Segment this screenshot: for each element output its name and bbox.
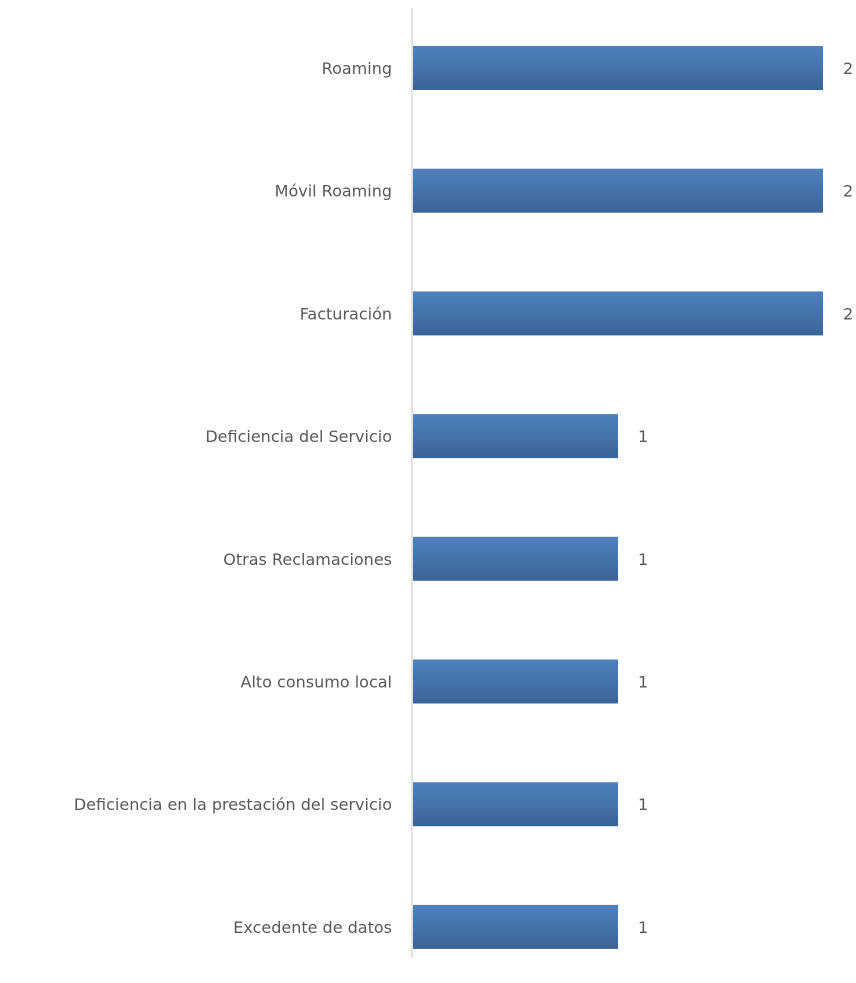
bars-group <box>413 46 823 949</box>
category-label: Otras Reclamaciones <box>223 550 392 569</box>
data-label: 1 <box>638 673 648 692</box>
category-label: Alto consumo local <box>241 673 392 692</box>
category-label: Roaming <box>322 59 392 78</box>
category-label: Móvil Roaming <box>275 182 392 201</box>
category-labels-group: Roaming Móvil Roaming Facturación Deficienc… <box>74 59 392 937</box>
data-label: 1 <box>638 427 648 446</box>
bar-8 <box>413 904 618 949</box>
data-label: 1 <box>638 550 648 569</box>
bar-6 <box>413 659 618 704</box>
data-label: 1 <box>638 918 648 937</box>
value-labels-group: 2 2 2 1 1 1 1 1 <box>638 59 853 937</box>
data-label: 2 <box>843 304 853 323</box>
data-label: 2 <box>843 59 853 78</box>
category-label: Deficiencia en la prestación del servici… <box>74 795 392 814</box>
category-label: Excedente de datos <box>233 918 392 937</box>
category-label: Deficiencia del Servicio <box>205 427 392 446</box>
bar-2 <box>413 168 823 213</box>
bar-4 <box>413 414 618 459</box>
data-label: 1 <box>638 795 648 814</box>
bar-7 <box>413 782 618 827</box>
bar-1 <box>413 46 823 90</box>
bar-5 <box>413 536 618 581</box>
category-label: Facturación <box>300 304 392 323</box>
bar-3 <box>413 291 823 336</box>
data-label: 2 <box>843 182 853 201</box>
